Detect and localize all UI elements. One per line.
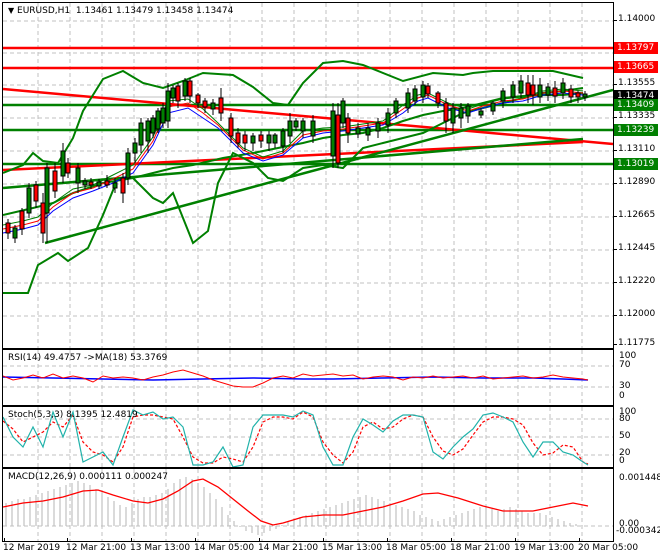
stoch-main-line: [3, 409, 589, 467]
time-label: 12 Mar 21:00: [66, 543, 127, 553]
price-label: 1.13110: [612, 144, 656, 154]
macd-histogram: [5, 477, 583, 535]
price-chart: [3, 3, 613, 348]
candle-group-7: [500, 75, 588, 108]
price-label: 1.12445: [612, 243, 656, 253]
candle-group-6: [405, 81, 496, 133]
macd-title: MACD(12,26,9) 0.000111 0.000247: [8, 472, 168, 482]
price-label: 1.12000: [612, 309, 656, 319]
stoch-axis-label: 0: [619, 456, 625, 466]
level-lines[interactable]: [3, 46, 613, 166]
main-chart-panel[interactable]: ▼ EURUSD,H1 1.13461 1.13479 1.13458 1.13…: [2, 2, 614, 349]
rsi-axis: 100 70 30 0: [613, 349, 660, 404]
candle-group-1: [5, 143, 71, 243]
rsi-axis-label: 70: [619, 360, 631, 370]
candle-group-5: [300, 98, 399, 168]
stoch-axis: 100 80 50 20 0: [613, 406, 660, 466]
stoch-signal-line: [3, 411, 589, 465]
macd-chart: [3, 469, 613, 541]
price-label: 1.12890: [612, 177, 656, 187]
price-label: 1.13555: [612, 78, 656, 88]
candles: [5, 75, 588, 243]
moving-averages: [3, 88, 584, 234]
ohlc-values: 1.13461 1.13479 1.13458 1.13474: [75, 6, 234, 16]
trendlines[interactable]: [3, 87, 613, 245]
price-label: 1.14000: [612, 14, 656, 24]
rsi-panel[interactable]: RSI(14) 49.4757 ->MA(18) 53.3769: [2, 349, 614, 406]
support-badge: 1.13019: [614, 158, 658, 170]
price-axis: 1.14000 1.13555 1.13335 1.13110 1.12890 …: [612, 2, 660, 348]
rsi-axis-label: 0: [619, 391, 625, 401]
macd-signal-line: [3, 478, 589, 526]
time-label: 12 Mar 2019: [3, 543, 61, 553]
rsi-ma-line: [3, 376, 589, 381]
stoch-chart: [3, 407, 613, 467]
macd-panel[interactable]: MACD(12,26,9) 0.000111 0.000247: [2, 468, 614, 542]
time-label: 14 Mar 05:00: [194, 543, 255, 553]
collapse-arrow-icon[interactable]: ▼: [8, 6, 15, 15]
symbol-label: EURUSD,H1: [17, 6, 71, 16]
rsi-title: RSI(14) 49.4757 ->MA(18) 53.3769: [8, 353, 168, 363]
time-axis: 12 Mar 2019 12 Mar 21:00 13 Mar 13:00 14…: [0, 538, 660, 560]
stoch-axis-label: 50: [619, 431, 631, 441]
rsi-line: [3, 369, 589, 388]
resistance-badge: 1.13797: [614, 42, 658, 54]
time-label: 18 Mar 05:00: [386, 543, 447, 553]
candle-group-4: [228, 113, 299, 153]
price-label: 1.12220: [612, 276, 656, 286]
chart-title: ▼ EURUSD,H1 1.13461 1.13479 1.13458 1.13…: [8, 6, 233, 16]
price-label: 1.12665: [612, 210, 656, 220]
macd-axis-label: 0.001448: [619, 473, 660, 483]
rsi-axis-label: 100: [619, 351, 637, 361]
time-label: 14 Mar 21:00: [258, 543, 319, 553]
stoch-panel[interactable]: Stoch(5,3,3) 8.1395 12.4819: [2, 406, 614, 468]
stoch-title: Stoch(5,3,3) 8.1395 12.4819: [8, 410, 138, 420]
candle-group-2: [75, 118, 151, 203]
support-badge: 1.13409: [614, 99, 658, 111]
time-label: 20 Mar 05:00: [578, 543, 639, 553]
stoch-axis-label: 80: [619, 414, 631, 424]
time-label: 19 Mar 13:00: [514, 543, 575, 553]
stoch-axis-label: 20: [619, 448, 631, 458]
grid: [3, 3, 613, 348]
stoch-axis-label: 100: [619, 407, 637, 417]
macd-axis: 0.001448 0.00 -0.000342: [613, 468, 660, 540]
candle-group-3: [150, 78, 224, 138]
price-label: 1.11775: [612, 338, 656, 348]
resistance-badge: 1.13665: [614, 61, 658, 73]
price-label: 1.13335: [612, 111, 656, 121]
time-label: 18 Mar 21:00: [450, 543, 511, 553]
support-badge: 1.13239: [614, 124, 658, 136]
macd-axis-label: -0.000342: [616, 526, 660, 536]
trendline-up-green-2: [3, 137, 584, 190]
time-label: 13 Mar 13:00: [130, 543, 191, 553]
trendline-down: [3, 87, 613, 146]
rsi-chart: [3, 350, 613, 405]
macd-axis-label: 0.00: [619, 519, 640, 529]
rsi-axis-label: 30: [619, 381, 631, 391]
time-label: 15 Mar 13:00: [322, 543, 383, 553]
